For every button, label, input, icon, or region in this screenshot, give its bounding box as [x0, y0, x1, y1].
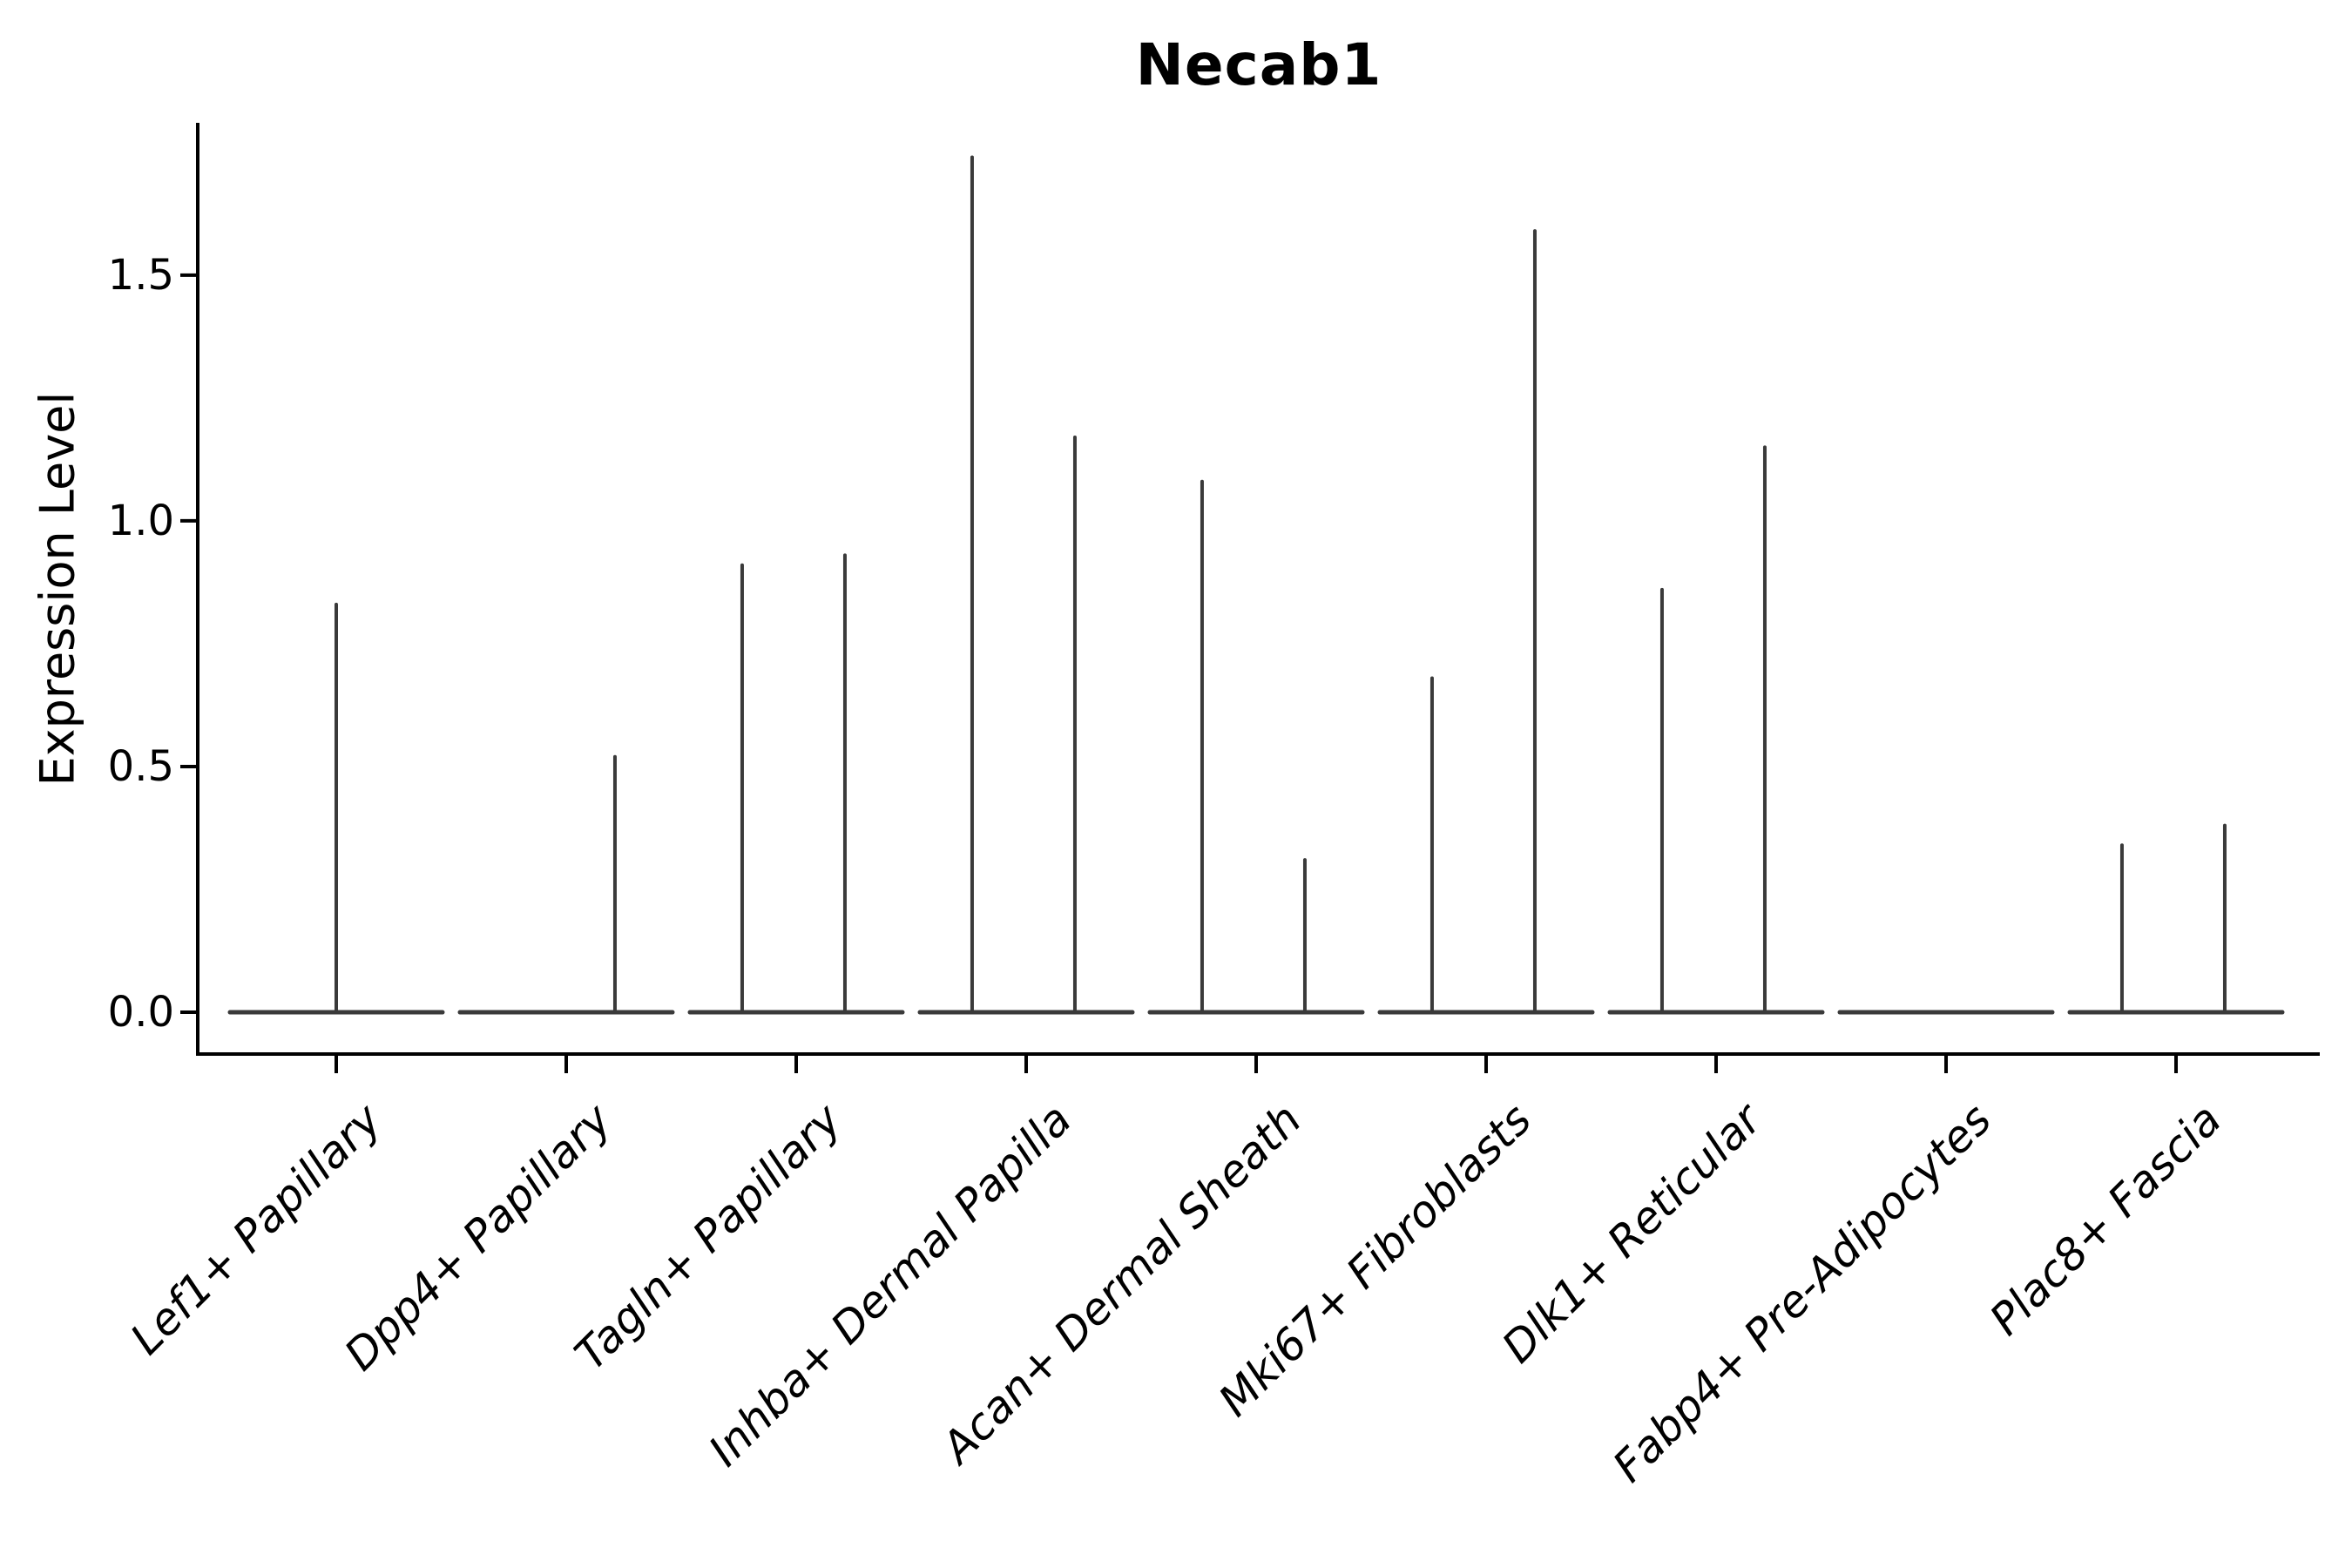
y-axis-label-text: Expression Level — [30, 391, 85, 787]
ytick-label: 0.5 — [107, 741, 174, 791]
chart-title: Necab1 — [1135, 31, 1382, 98]
ytick-label: 1.0 — [107, 496, 174, 545]
ytick-label: 1.5 — [107, 250, 174, 300]
ytick-label: 0.0 — [107, 988, 174, 1037]
